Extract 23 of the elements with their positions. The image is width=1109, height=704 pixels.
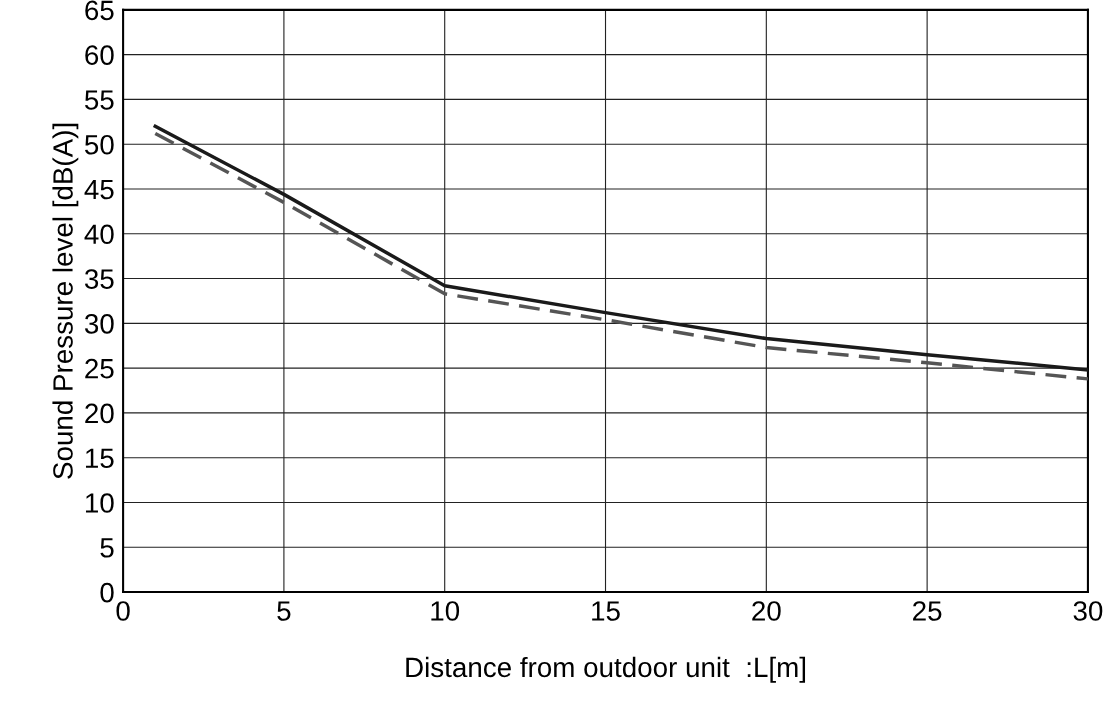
y-tick-label: 10 bbox=[85, 493, 114, 513]
y-tick-label: 50 bbox=[84, 134, 114, 155]
x-tick-label: 0 bbox=[116, 601, 130, 621]
y-tick-label: 5 bbox=[100, 538, 114, 558]
y-tick-label: 45 bbox=[84, 179, 114, 200]
y-tick-label: 20 bbox=[85, 403, 114, 424]
x-tick-label: 15 bbox=[592, 601, 620, 621]
y-tick-label: 65 bbox=[85, 0, 114, 21]
x-tick-label: 5 bbox=[277, 601, 291, 621]
x-axis-title: Distance from outdoor unit :L[m] bbox=[406, 656, 806, 683]
y-tick-label: 30 bbox=[84, 314, 114, 334]
y-tick-label: 35 bbox=[84, 269, 114, 289]
y-tick-label: 25 bbox=[85, 358, 114, 379]
x-tick-label: 20 bbox=[752, 601, 781, 621]
y-tick-label: 55 bbox=[84, 90, 114, 110]
y-tick-label: 40 bbox=[84, 224, 114, 245]
x-tick-label: 25 bbox=[913, 601, 942, 621]
y-tick-label: 15 bbox=[85, 448, 114, 469]
y-tick-label: 0 bbox=[100, 582, 114, 603]
x-tick-label: 30 bbox=[1073, 601, 1103, 621]
y-axis-title: Sound Pressure level [dB(A)] bbox=[52, 123, 79, 479]
y-tick-label: 60 bbox=[85, 45, 114, 65]
x-tick-label: 10 bbox=[431, 601, 460, 621]
